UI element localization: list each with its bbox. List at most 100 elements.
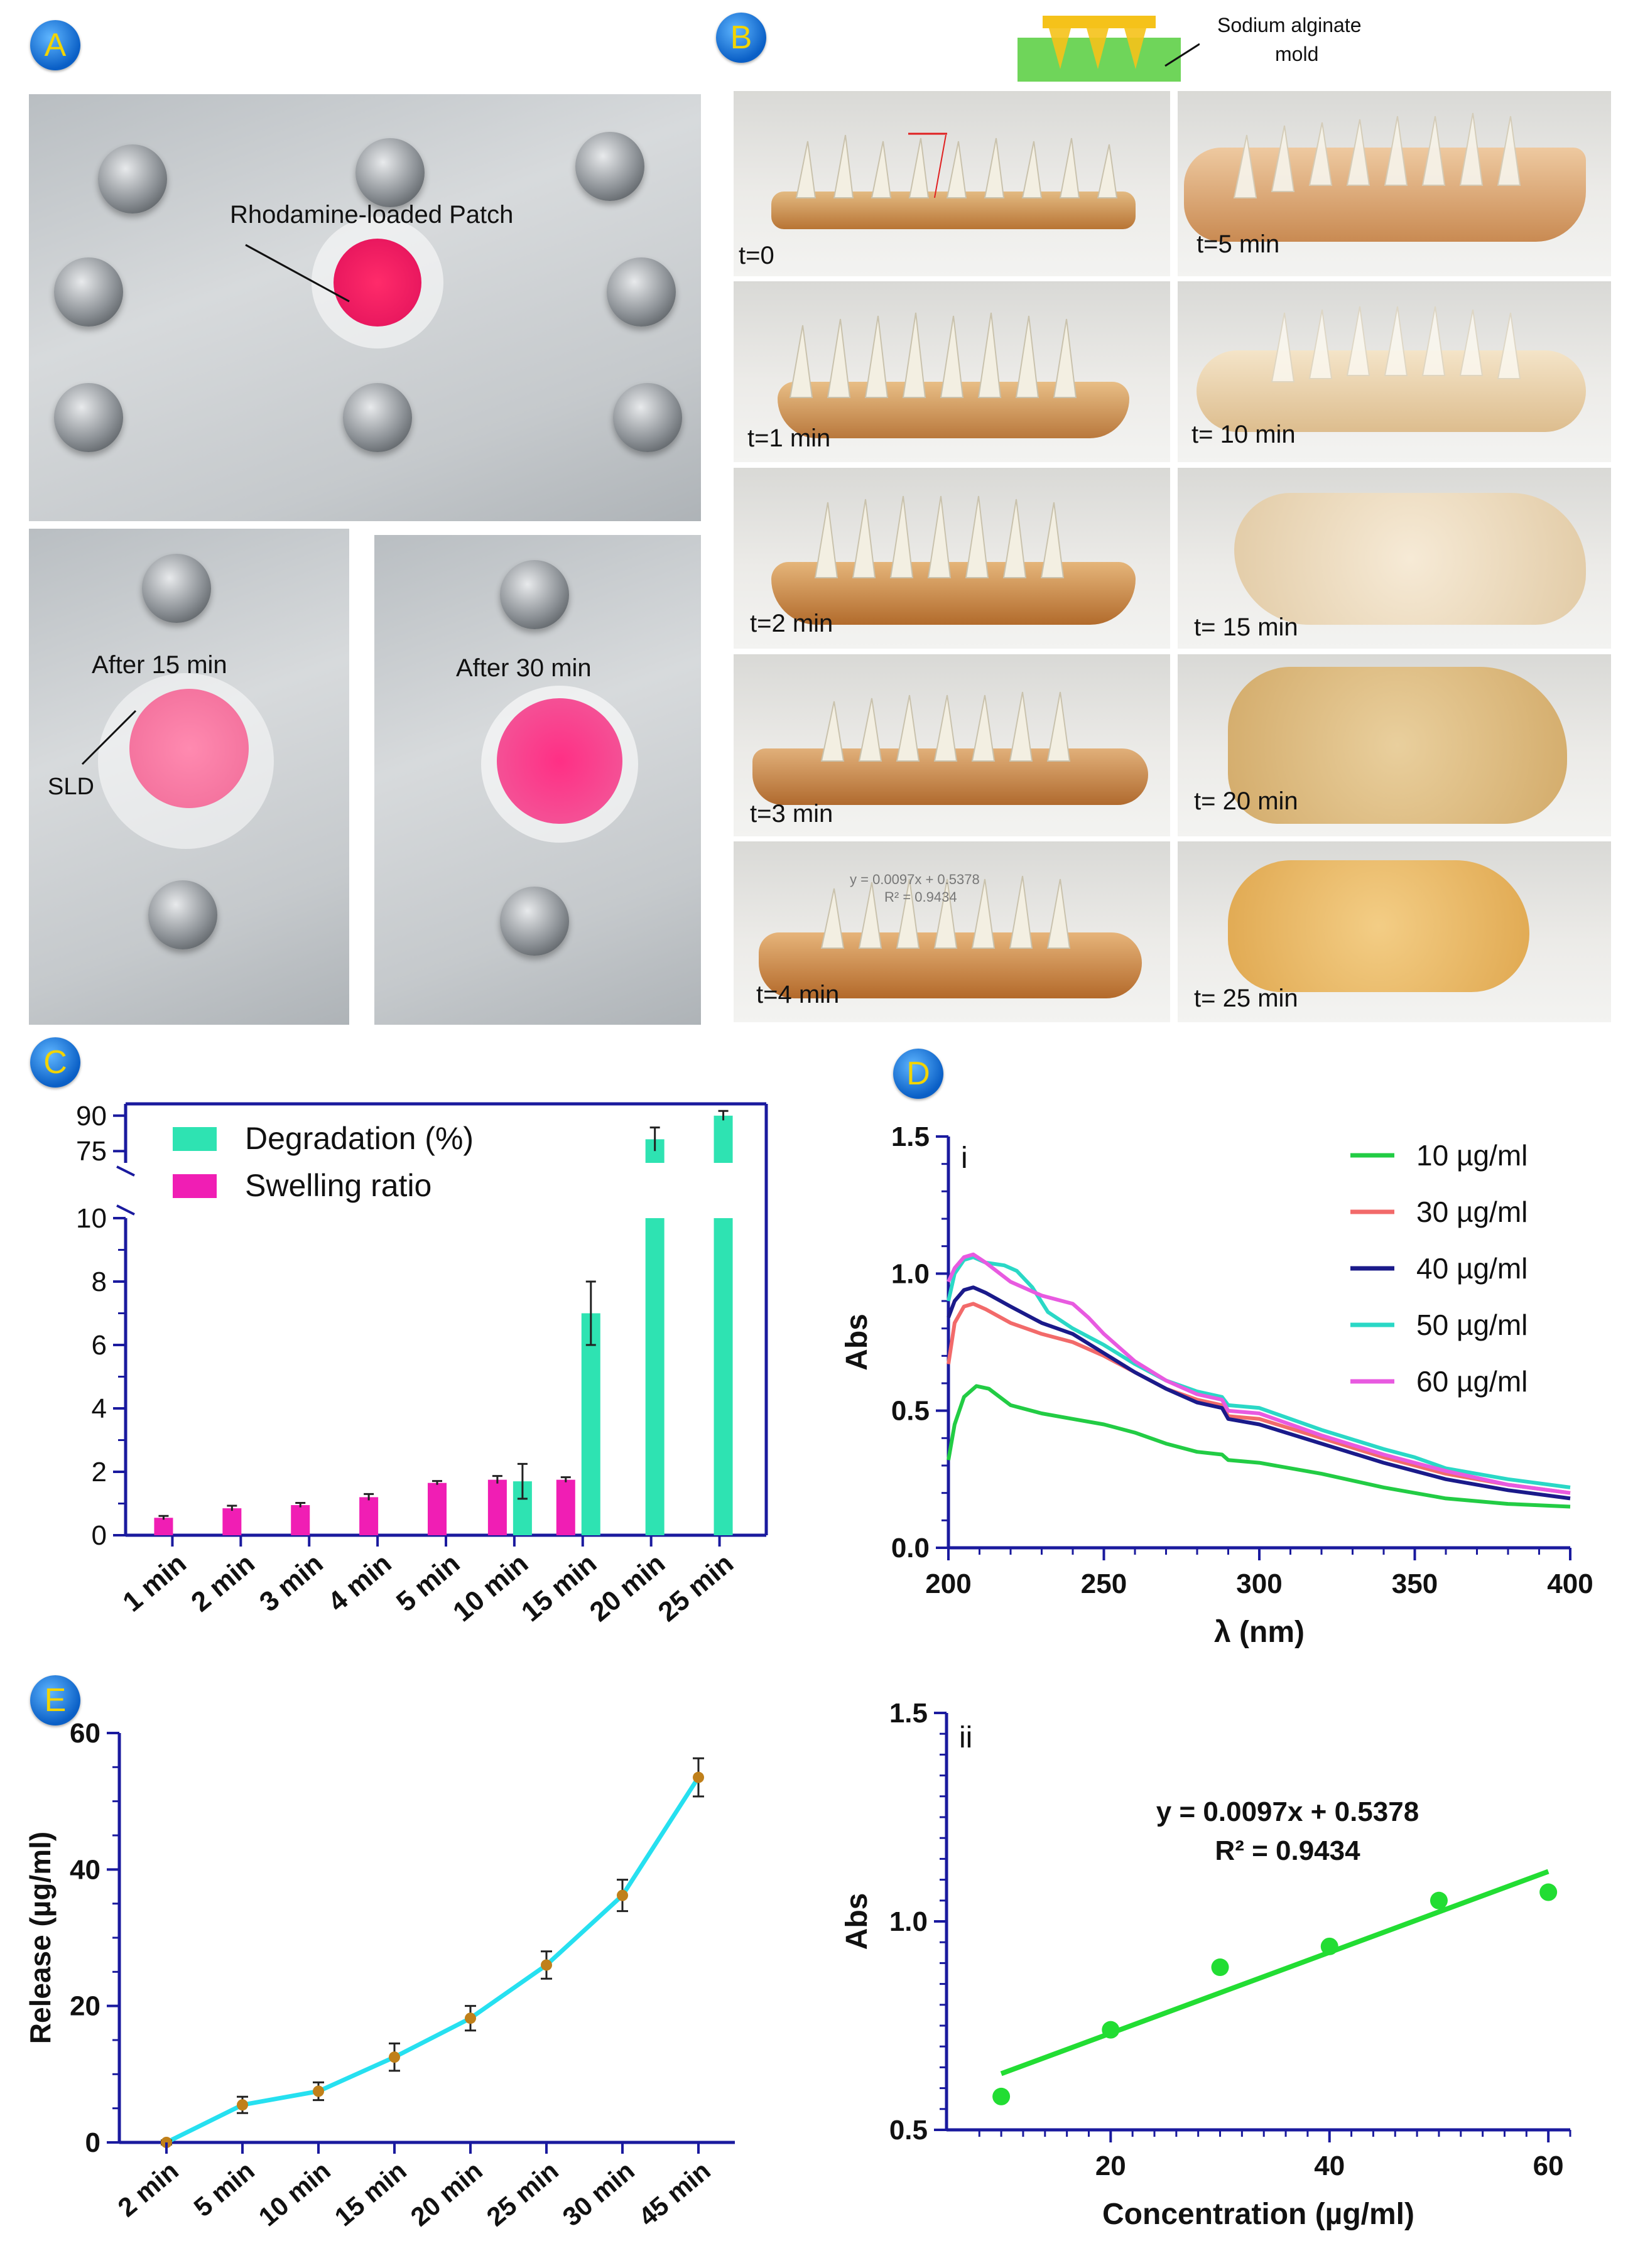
y-tick-label: 60	[70, 1718, 100, 1749]
photo-microneedle-t1: t=1 min	[734, 281, 1170, 462]
inset-r-squared-faint: R² = 0.9434	[884, 889, 957, 905]
annotation-line	[245, 244, 350, 303]
time-label: t=0	[739, 242, 774, 269]
screw-icon	[148, 880, 217, 949]
panel-badge-e: E	[30, 1675, 80, 1725]
data-point	[389, 2051, 400, 2063]
screw-icon	[500, 560, 569, 629]
x-tick-label: 20 min	[405, 2156, 488, 2232]
data-point	[1102, 2021, 1120, 2039]
y-tick-label: 40	[70, 1854, 100, 1885]
y-tick-label: 10	[76, 1203, 107, 1234]
bar-swelling	[154, 1518, 173, 1535]
needle-array	[814, 495, 1065, 578]
photo-microneedle-t5: t=5 min	[1178, 91, 1611, 276]
x-tick-label: 15 min	[516, 1548, 602, 1628]
photo-microneedle-t0: t=0	[734, 91, 1170, 276]
patch-dissolving	[497, 698, 622, 824]
screw-icon	[54, 383, 123, 452]
y-tick-label: 8	[92, 1266, 107, 1297]
time-label: t= 25 min	[1194, 985, 1298, 1012]
panel-badge-c: C	[30, 1037, 80, 1088]
bar-swelling	[428, 1482, 447, 1535]
photo-microneedle-t20: t= 20 min	[1178, 654, 1611, 836]
data-point	[693, 1771, 704, 1783]
data-point	[1320, 1937, 1338, 1955]
screw-icon	[98, 144, 167, 213]
data-point	[237, 2099, 248, 2111]
time-label: t= 15 min	[1194, 613, 1298, 641]
y-tick-label: 0	[92, 1520, 107, 1551]
x-axis-label: Concentration (µg/ml)	[1102, 2198, 1414, 2231]
label-sodium-alginate: Sodium alginate	[1217, 14, 1362, 36]
bar-swelling	[359, 1497, 379, 1535]
x-tick-label: 30 min	[557, 2156, 640, 2232]
legend-label-swelling: Swelling ratio	[245, 1168, 431, 1203]
photo-microneedle-t10: t= 10 min	[1178, 281, 1611, 462]
x-tick-label: 2 min	[112, 2156, 184, 2223]
rhodamine-patch-core	[334, 239, 421, 327]
x-tick-label: 3 min	[254, 1548, 329, 1617]
screw-icon	[355, 138, 425, 207]
x-tick-label: 10 min	[253, 2156, 336, 2232]
x-tick-label: 20	[1095, 2151, 1126, 2181]
x-tick-label: 40	[1314, 2151, 1345, 2181]
bar-swelling	[291, 1505, 310, 1535]
x-tick-label: 1 min	[117, 1548, 192, 1617]
inset-equation-faint: y = 0.0097x + 0.5378	[850, 872, 980, 887]
panel-sublabel: ii	[959, 1721, 972, 1754]
microneedle-strip	[1234, 493, 1586, 625]
data-point	[1430, 1891, 1448, 1909]
axis-break-mark	[116, 1204, 135, 1216]
x-axis-label: λ (nm)	[1214, 1616, 1305, 1649]
needle-array	[789, 312, 1077, 398]
time-label: t=4 min	[756, 981, 840, 1008]
x-tick-label: 20 min	[584, 1548, 671, 1628]
needle-array	[795, 132, 1118, 198]
time-label: t= 20 min	[1194, 787, 1298, 815]
y-tick-label: 6	[92, 1330, 107, 1361]
annotation-line	[81, 710, 137, 765]
release-line	[165, 1776, 700, 2145]
bar-degradation	[581, 1313, 600, 1535]
legend-label-degradation: Degradation (%)	[245, 1121, 474, 1156]
series-line	[947, 1252, 1571, 1495]
bar-degradation-upper	[714, 1115, 733, 1163]
screw-icon	[607, 257, 676, 327]
y-tick-label: 0.0	[891, 1533, 930, 1563]
chart-absorbance-spectra: 0.0 0.5 1.0 1.5 200 250 300 350 400 λ (nm) Abs i 10 …	[840, 1121, 1593, 1649]
bar-swelling	[487, 1479, 507, 1535]
data-point	[465, 2012, 476, 2024]
y-tick-label: 1.5	[891, 1121, 930, 1152]
data-point	[313, 2085, 324, 2097]
x-tick-label: 250	[1081, 1569, 1127, 1599]
bar-swelling	[222, 1508, 242, 1535]
screw-icon	[343, 383, 412, 452]
x-tick-label: 60	[1533, 2151, 1564, 2181]
x-tick-label: 4 min	[322, 1548, 398, 1617]
label-mold: mold	[1275, 43, 1319, 65]
x-tick-label: 25 min	[481, 2156, 564, 2232]
fit-line	[1000, 1869, 1549, 2076]
photo-microneedle-t3: t=3 min	[734, 654, 1170, 836]
panel-badge-a: A	[30, 20, 80, 70]
legend-label: 30 µg/ml	[1416, 1196, 1528, 1228]
photo-microneedle-t25: t= 25 min	[1178, 841, 1611, 1022]
needle-array	[1271, 306, 1521, 382]
label-rhodamine-loaded-patch: Rhodamine-loaded Patch	[230, 201, 514, 229]
x-tick-label: 2 min	[185, 1548, 261, 1617]
y-tick-label: 1.0	[891, 1258, 930, 1289]
x-tick-label: 45 min	[633, 2156, 716, 2232]
time-label: t= 10 min	[1191, 421, 1296, 448]
time-label: t=3 min	[750, 800, 833, 828]
chart-calibration-curve: 0.5 1.0 1.5 20 40 60 Concentration (µg/ml) Abs i…	[840, 1698, 1571, 2231]
x-tick-label: 200	[925, 1569, 971, 1599]
photo-rhodamine-patch-device: Rhodamine-loaded Patch	[29, 94, 701, 521]
x-tick-label: 15 min	[329, 2156, 412, 2232]
y-tick-label: 0	[85, 2127, 100, 2158]
label-after-30-min: After 30 min	[456, 654, 592, 682]
time-label: t=1 min	[747, 424, 831, 452]
label-sld: SLD	[48, 774, 94, 800]
